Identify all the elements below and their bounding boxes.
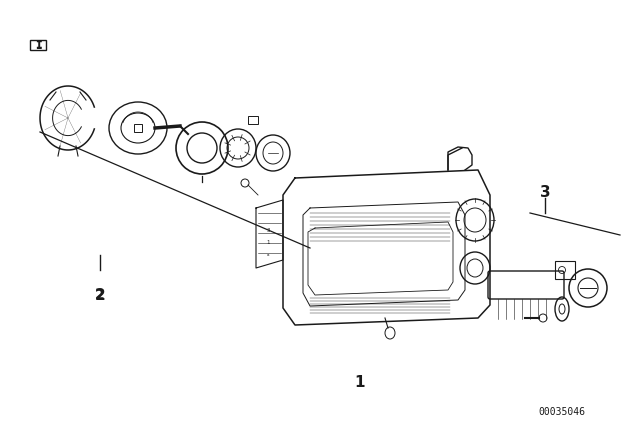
Text: 1: 1 [355,375,365,389]
Text: 1: 1 [266,240,269,245]
Text: 2: 2 [95,288,105,302]
Text: I: I [35,41,42,51]
Text: 2: 2 [95,288,106,302]
Text: 00035046: 00035046 [538,407,586,417]
Text: 3: 3 [266,228,269,233]
Text: 3: 3 [540,185,550,199]
Text: a: a [267,253,269,257]
Text: I: I [35,40,42,50]
